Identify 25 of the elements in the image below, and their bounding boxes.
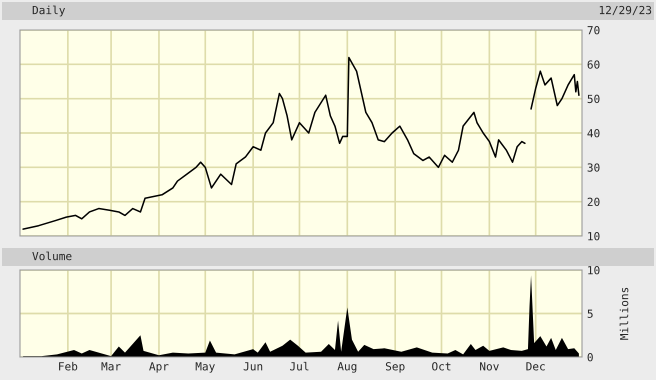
y-tick-label: 60 (588, 60, 600, 69)
y-tick-label: 5 (588, 310, 593, 318)
x-tick-label: Aug (337, 362, 356, 373)
x-tick-label: Jul (290, 362, 308, 371)
x-tick-label: Mar (102, 362, 121, 371)
y-tick-label: 20 (588, 198, 600, 206)
x-tick-label: Apr (149, 362, 169, 373)
x-tick-label: Sep (386, 362, 405, 373)
y-tick-label: 30 (588, 163, 600, 172)
x-tick-label: Dec (526, 362, 545, 371)
x-tick-label: Oct (432, 362, 450, 371)
chart-title: Daily (32, 6, 66, 16)
y-axis-title: Millions (620, 288, 628, 340)
y-tick-label: 40 (587, 129, 600, 138)
x-tick-label: Nov (480, 362, 499, 371)
y-tick-label: 50 (588, 94, 600, 104)
y-tick-label: 10 (588, 266, 600, 274)
x-tick-label: Jun (244, 362, 262, 371)
chart-title: Volume (32, 252, 72, 260)
y-tick-label: 70 (588, 26, 600, 34)
text: 12/29/23 (600, 6, 652, 16)
y-tick-label: 0 (588, 353, 593, 362)
x-tick-label: Feb (59, 362, 78, 371)
y-tick-label: 10 (588, 232, 600, 240)
x-tick-label: May (196, 362, 215, 373)
